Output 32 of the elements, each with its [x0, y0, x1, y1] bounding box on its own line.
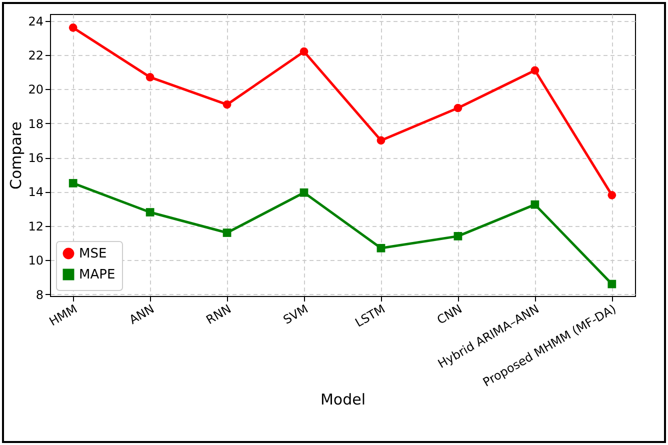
point — [222, 228, 232, 237]
legend-label: MSE — [79, 246, 107, 262]
x-axis-title: Model — [320, 390, 366, 409]
point — [608, 190, 616, 200]
x-tick-label: SVM — [280, 302, 311, 327]
point — [530, 66, 540, 75]
point — [146, 73, 154, 82]
point — [300, 47, 308, 56]
y-tick-label: 22 — [28, 48, 44, 63]
y-tick-label: 10 — [28, 254, 44, 268]
y-tick-label: 16 — [28, 151, 44, 166]
x-tick-label: RNN — [204, 302, 234, 328]
point — [222, 100, 232, 109]
point — [608, 280, 616, 288]
x-tick-label: CNN — [434, 302, 464, 328]
point — [376, 136, 386, 145]
y-tick-label: 12 — [28, 219, 44, 234]
y-tick-label: 18 — [28, 116, 44, 131]
y-tick-label: 24 — [28, 14, 44, 28]
y-axis-title: Compare — [7, 121, 26, 190]
point — [454, 104, 462, 112]
point — [68, 24, 78, 32]
y-tick-label: 20 — [28, 82, 44, 97]
point — [300, 188, 308, 197]
point — [454, 232, 462, 240]
y-tick-label: 14 — [28, 185, 44, 200]
point — [376, 244, 386, 252]
point — [530, 200, 540, 209]
legend-label: MAPE — [79, 268, 116, 282]
point — [68, 179, 78, 188]
point — [146, 208, 154, 216]
y-tick-label: 8 — [36, 288, 44, 302]
